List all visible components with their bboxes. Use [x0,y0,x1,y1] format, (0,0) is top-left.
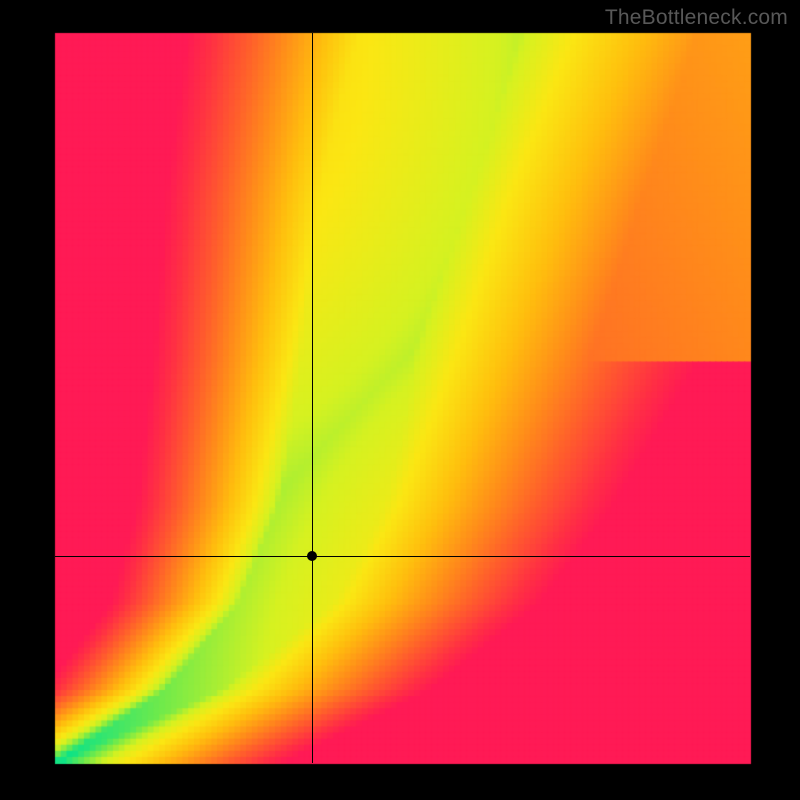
watermark-label: TheBottleneck.com [605,6,788,30]
heatmap-canvas [0,0,800,800]
crosshair-vertical [312,33,313,763]
crosshair-marker [307,551,317,561]
chart-container: TheBottleneck.com [0,0,800,800]
crosshair-horizontal [55,556,750,557]
